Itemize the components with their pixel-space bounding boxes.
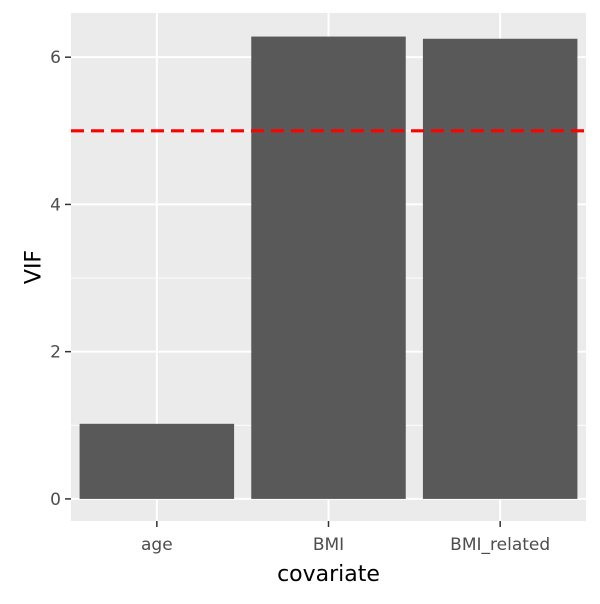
x-axis-title: covariate: [277, 562, 380, 587]
bar-bmi: [251, 36, 406, 499]
y-tick-label: 0: [50, 490, 61, 510]
y-axis-title: VIF: [22, 250, 47, 284]
x-tick-label: age: [141, 535, 173, 555]
y-tick-label: 4: [50, 195, 61, 215]
y-tick-label: 6: [50, 48, 61, 68]
y-tick-label: 2: [50, 343, 61, 363]
bar-age: [79, 423, 235, 499]
bar-bmi-related: [422, 38, 578, 499]
bar-layer: [79, 36, 578, 499]
x-tick-label: BMI: [313, 535, 344, 555]
x-tick-label: BMI_related: [450, 535, 550, 555]
axis-layer: 0 2 4 6 age BMI BMI_related: [50, 48, 550, 555]
